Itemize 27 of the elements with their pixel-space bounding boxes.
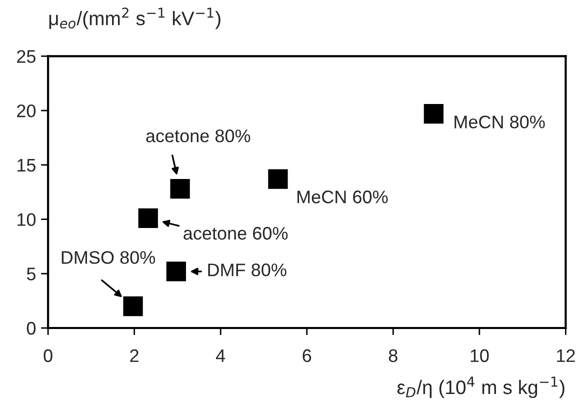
x-tick-label: 12 [557, 349, 575, 362]
annotation: DMF 80% [208, 264, 286, 276]
y-tick-label: 0 [26, 322, 36, 335]
y-tick-label: 20 [17, 104, 36, 118]
x-axis-title: ε$_{D}$/η (10$^{4}$ m s kg$^{−1}$) [397, 376, 564, 398]
y-tick-label: 10 [18, 213, 36, 226]
point [424, 104, 444, 124]
x-tick-label: 0 [44, 349, 52, 362]
y-tick-label: 15 [18, 159, 36, 172]
annotation: MeCN 60% [298, 190, 388, 204]
annotation: acetone 80% [146, 129, 250, 142]
point [166, 262, 186, 282]
y-tick-label: 25 [17, 50, 36, 63]
y-tick-label: 5 [26, 268, 36, 280]
x-tick-label: 2 [130, 349, 138, 362]
point [138, 208, 158, 228]
annotation: DMSO 80% [62, 251, 156, 264]
x-tick-label: 10 [470, 349, 489, 362]
point [268, 169, 288, 189]
annotation: acetone 60% [184, 226, 288, 240]
point [123, 296, 143, 316]
x-tick-label: 6 [302, 349, 312, 362]
x-tick-label: 8 [388, 349, 398, 362]
x-tick-label: 4 [216, 349, 226, 362]
annotation: MeCN 80% [454, 116, 545, 128]
point [170, 179, 190, 199]
text: μ$_{eo}$/(mm$^{2}$ s$^{−1}$ kV$^{−1}$) [49, 8, 220, 30]
